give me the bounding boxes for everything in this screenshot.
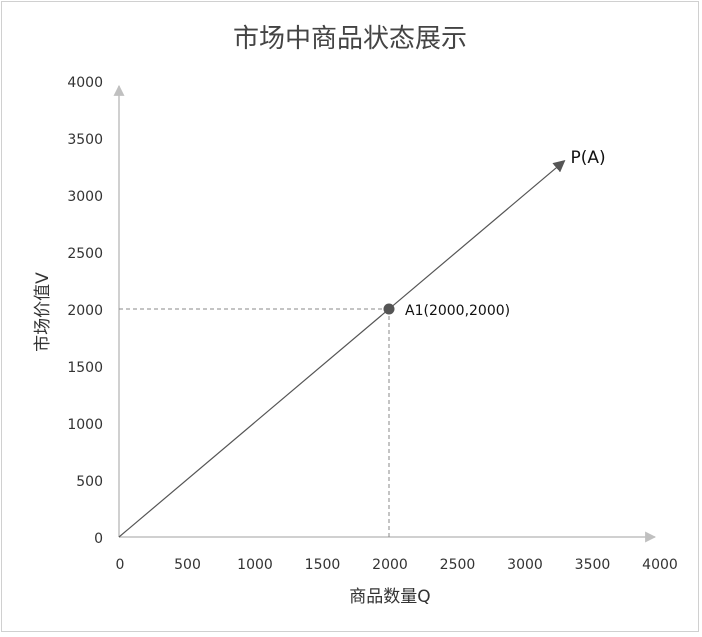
series-line [118, 160, 566, 538]
y-tick-labels: 0 500 1000 1500 2000 2500 3000 3500 4000 [67, 75, 103, 547]
x-tick-label: 3000 [507, 557, 543, 573]
points-layer: A1(2000,2000) [383, 303, 510, 319]
x-tick-labels: 0 500 1000 1500 2000 2500 3000 3500 4000 [116, 557, 678, 573]
guide-lines [119, 308, 390, 537]
y-tick-label: 3000 [67, 189, 103, 205]
x-tick-label: 2500 [440, 557, 476, 573]
y-tick-label: 2500 [67, 246, 103, 262]
x-tick-label: 2000 [372, 557, 408, 573]
chart-title: 市场中商品状态展示 [233, 24, 467, 54]
x-tick-label: 500 [174, 557, 201, 573]
data-point [383, 303, 395, 315]
x-tick-label: 4000 [642, 557, 678, 573]
y-tick-label: 500 [76, 474, 103, 490]
x-tick-label: 0 [116, 557, 125, 573]
y-tick-label: 3500 [67, 132, 103, 148]
y-tick-label: 1500 [67, 360, 103, 376]
y-tick-label: 0 [94, 531, 103, 547]
x-tick-label: 1500 [305, 557, 341, 573]
y-tick-label: 1000 [67, 417, 103, 433]
axes [113, 84, 657, 543]
y-axis-title: 市场价值V [33, 272, 53, 352]
series-label: P(A) [571, 148, 606, 168]
x-tick-label: 1000 [237, 557, 273, 573]
y-tick-label: 4000 [67, 75, 103, 91]
x-tick-label: 3500 [575, 557, 611, 573]
x-axis-title: 商品数量Q [349, 587, 430, 607]
series-layer: P(A) [118, 148, 606, 538]
data-point-label: A1(2000,2000) [405, 303, 510, 319]
y-tick-label: 2000 [67, 303, 103, 319]
